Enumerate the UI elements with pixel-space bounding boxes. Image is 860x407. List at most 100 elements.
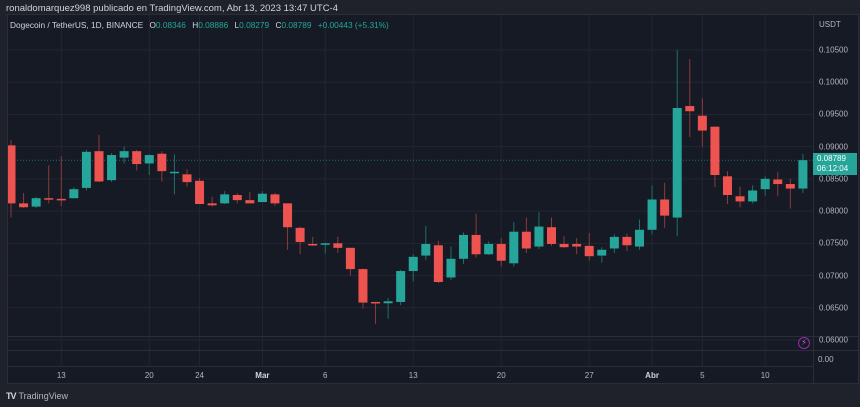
candle <box>622 233 632 252</box>
publisher-line: ronaldomarquez998 publicado en TradingVi… <box>6 3 339 14</box>
candle <box>320 242 330 254</box>
candle <box>760 176 770 196</box>
candle <box>433 240 443 284</box>
price-tick-label: 0.07000 <box>819 271 848 281</box>
candle <box>408 254 418 282</box>
candle <box>333 236 343 253</box>
candle <box>94 135 104 183</box>
candle <box>773 171 783 197</box>
candle <box>31 196 41 208</box>
candle <box>182 169 192 187</box>
last-price-value: 0.08789 <box>817 154 846 164</box>
brand-name: TradingView <box>18 391 69 401</box>
candle <box>509 222 519 267</box>
symbol-title[interactable]: Dogecoin / TetherUS, 1D, BINANCE <box>10 20 144 30</box>
price-tick-label: 0.07500 <box>819 238 848 248</box>
candle <box>358 268 368 309</box>
candle <box>81 149 91 191</box>
candle <box>295 226 305 255</box>
time-tick-label: 13 <box>408 371 418 380</box>
candle <box>232 193 242 204</box>
close-label: C <box>275 20 282 30</box>
candle <box>697 98 707 147</box>
candle <box>534 212 544 250</box>
candle <box>496 238 506 267</box>
time-tick-label: 5 <box>700 371 705 380</box>
candle <box>735 186 745 208</box>
candle <box>798 153 808 194</box>
candle <box>547 217 557 246</box>
candle <box>144 154 154 176</box>
candle <box>19 193 29 208</box>
time-tick-label: Abr <box>645 371 659 380</box>
price-tick-label: 0.06000 <box>819 335 848 345</box>
tradingview-logo-icon: TV <box>6 391 16 401</box>
candle <box>584 233 594 261</box>
candle <box>471 213 481 258</box>
candle <box>207 196 217 207</box>
candle <box>157 151 167 182</box>
candle <box>521 217 531 253</box>
candle <box>421 225 431 261</box>
candle <box>371 301 381 324</box>
last-price-tag: 0.08789 06:12:04 <box>813 153 857 176</box>
high-label: H <box>192 20 199 30</box>
candle <box>685 59 695 137</box>
candles-svg <box>8 15 813 366</box>
lightning-bolt-icon[interactable]: ⚡ <box>798 337 810 349</box>
symbol-legend: Dogecoin / TetherUS, 1D, BINANCE O0.0834… <box>10 20 389 30</box>
candle <box>107 153 117 183</box>
candle <box>660 182 670 228</box>
candle <box>446 246 456 281</box>
price-tick-label: 0.06500 <box>819 303 848 313</box>
pane-separator[interactable] <box>8 336 858 337</box>
candle <box>308 236 318 246</box>
time-tick-label: 24 <box>195 371 204 380</box>
candle <box>56 156 66 206</box>
open-value: 0.08346 <box>155 20 186 30</box>
price-tick-label: 0.08000 <box>819 206 848 216</box>
candle <box>220 191 230 205</box>
price-unit: USDT <box>819 20 841 29</box>
high-value: 0.08886 <box>198 20 229 30</box>
price-tick-label: 0.09000 <box>819 142 848 152</box>
price-tick-label: 0.08500 <box>819 174 848 184</box>
candle <box>283 203 293 250</box>
candle <box>609 234 619 253</box>
candle <box>635 219 644 250</box>
time-tick-label: Mar <box>255 371 270 380</box>
footer: TV TradingView <box>6 391 68 401</box>
candle <box>597 247 607 263</box>
time-tick-label: 27 <box>584 371 594 380</box>
price-tick-label: 0.09500 <box>819 109 848 119</box>
candle <box>69 187 79 199</box>
candle <box>195 178 205 205</box>
candle <box>383 298 393 319</box>
candle <box>44 165 54 204</box>
bar-countdown: 06:12:04 <box>817 164 849 174</box>
time-tick-label: 20 <box>496 371 506 380</box>
open-label: O <box>149 20 156 30</box>
time-tick-label: 13 <box>56 371 66 380</box>
change-value: +0.00443 (+5.31%) <box>317 20 389 30</box>
candle <box>257 191 267 203</box>
time-tick-label: 10 <box>760 371 770 380</box>
candle <box>710 126 720 188</box>
price-tick-label: 0.10500 <box>819 45 848 55</box>
candle <box>748 185 758 204</box>
time-axis[interactable]: 13 20 24 Mar 6 13 20 27 Abr 5 10 <box>8 366 813 384</box>
candle <box>572 238 582 255</box>
volume-pane-zero-label: 0.00 <box>818 355 834 364</box>
low-value: 0.08279 <box>239 20 270 30</box>
candle <box>785 178 795 209</box>
candle <box>345 247 355 276</box>
candle <box>647 185 657 235</box>
candle <box>270 193 280 206</box>
candle <box>119 146 129 164</box>
time-tick-label: 6 <box>323 371 328 380</box>
candle <box>484 241 494 255</box>
close-value: 0.08789 <box>281 20 312 30</box>
price-axis[interactable]: USDT 0.10500 0.10000 0.09500 0.09000 0.08500… <box>813 15 858 384</box>
candlestick-plot[interactable] <box>8 15 813 366</box>
candle <box>459 232 469 264</box>
